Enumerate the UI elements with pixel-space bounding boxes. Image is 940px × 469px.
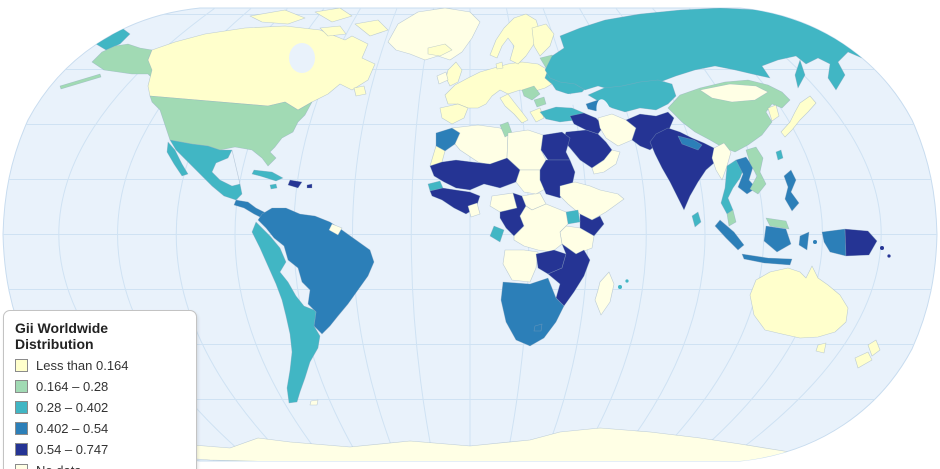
region-egypt[interactable] [540, 131, 571, 161]
region-new-zealand-north[interactable] [867, 339, 881, 357]
region-south-america-north[interactable] [257, 207, 375, 335]
legend-item-label: 0.164 – 0.28 [36, 379, 109, 394]
region-arctic-islands[interactable] [319, 25, 347, 37]
region-sakhalin[interactable] [794, 59, 806, 89]
legend-swatch-0402-054 [15, 422, 28, 435]
region-canada[interactable] [147, 25, 376, 111]
legend-item-label: No data [36, 463, 82, 469]
legend-item: 0.402 – 0.54 [15, 421, 185, 436]
region-finland[interactable] [531, 23, 555, 57]
region-dr-congo[interactable] [513, 203, 569, 253]
region-malay-peninsula[interactable] [726, 209, 737, 227]
region-java[interactable] [741, 253, 793, 266]
region-vietnam[interactable] [745, 146, 767, 195]
legend-item-label: 0.402 – 0.54 [36, 421, 109, 436]
legend-item: Less than 0.164 [15, 358, 185, 373]
legend-item-label: 0.54 – 0.747 [36, 442, 109, 457]
region-suriname[interactable] [328, 223, 343, 236]
region-antarctica[interactable] [139, 427, 811, 464]
region-korea[interactable] [767, 104, 780, 122]
region-mexico[interactable] [169, 139, 243, 201]
region-indian-ocean-islands[interactable] [625, 279, 629, 283]
region-india[interactable] [649, 127, 721, 211]
legend-swatch-no-data [15, 464, 28, 469]
region-madagascar[interactable] [594, 271, 615, 316]
legend-item-label: Less than 0.164 [36, 358, 129, 373]
region-arctic-islands[interactable] [249, 9, 306, 25]
black-sea [546, 93, 578, 107]
legend-swatch-lt-0164 [15, 359, 28, 372]
region-italy[interactable] [499, 93, 529, 124]
region-sulawesi[interactable] [798, 231, 810, 251]
region-australia[interactable] [749, 265, 849, 339]
legend-swatch-028-0402 [15, 401, 28, 414]
region-myanmar[interactable] [711, 142, 732, 181]
region-nepal[interactable] [677, 135, 703, 151]
region-newfoundland[interactable] [353, 85, 367, 97]
region-yemen-oman[interactable] [591, 149, 621, 175]
region-arctic-islands[interactable] [314, 8, 353, 23]
legend-swatch-0164-028 [15, 380, 28, 393]
region-cuba[interactable] [251, 169, 284, 182]
legend: Gii Worldwide Distribution Less than 0.1… [3, 310, 197, 469]
region-maluku[interactable] [813, 240, 817, 244]
region-indian-ocean-islands[interactable] [618, 285, 622, 289]
hudson-bay [289, 43, 315, 73]
region-mongolia[interactable] [699, 83, 769, 103]
region-china[interactable] [667, 79, 791, 153]
region-falkland-islands[interactable] [309, 399, 319, 406]
legend-item-label: 0.28 – 0.402 [36, 400, 109, 415]
region-greece[interactable] [529, 107, 545, 123]
region-malaysia-borneo[interactable] [765, 217, 790, 230]
region-tasmania[interactable] [815, 342, 827, 354]
region-hispaniola[interactable] [287, 179, 303, 189]
region-gabon[interactable] [489, 225, 505, 243]
region-iberia[interactable] [439, 103, 469, 125]
region-europe[interactable] [444, 61, 553, 109]
landmasses [59, 8, 891, 464]
region-bulgaria[interactable] [533, 96, 547, 108]
region-japan[interactable] [780, 95, 817, 138]
region-sumatra[interactable] [714, 219, 745, 251]
region-jamaica[interactable] [269, 183, 278, 190]
region-borneo[interactable] [763, 225, 792, 253]
region-puerto-rico[interactable] [306, 183, 313, 189]
legend-item: No data [15, 463, 185, 469]
region-ghana[interactable] [467, 202, 481, 218]
region-aleutians[interactable] [59, 73, 102, 90]
region-new-zealand-south[interactable] [854, 351, 873, 369]
region-sri-lanka[interactable] [691, 211, 702, 228]
legend-item: 0.28 – 0.402 [15, 400, 185, 415]
region-philippines[interactable] [783, 169, 800, 212]
region-baja-california[interactable] [166, 141, 189, 177]
region-denmark[interactable] [495, 61, 504, 70]
region-solomon-islands[interactable] [887, 254, 891, 258]
region-arctic-islands[interactable] [354, 19, 389, 37]
legend-item: 0.164 – 0.28 [15, 379, 185, 394]
region-balkans[interactable] [521, 85, 541, 101]
region-southern-africa[interactable] [500, 277, 565, 347]
legend-swatch-054-0747 [15, 443, 28, 456]
region-lesotho[interactable] [533, 323, 543, 332]
region-peru-chile-argentina[interactable] [251, 221, 321, 404]
region-central-asia[interactable] [587, 79, 677, 113]
region-angola[interactable] [502, 249, 539, 283]
region-taiwan[interactable] [775, 149, 784, 161]
legend-item: 0.54 – 0.747 [15, 442, 185, 457]
region-ireland[interactable] [436, 71, 449, 85]
legend-title: Gii Worldwide Distribution [15, 320, 109, 352]
region-uganda[interactable] [565, 209, 581, 225]
region-iceland[interactable] [427, 43, 453, 57]
region-papua-new-guinea[interactable] [844, 228, 878, 257]
region-greenland[interactable] [387, 8, 481, 61]
region-scandinavia[interactable] [489, 13, 541, 65]
region-new-guinea-west[interactable] [821, 228, 847, 257]
region-solomon-islands[interactable] [880, 246, 884, 250]
